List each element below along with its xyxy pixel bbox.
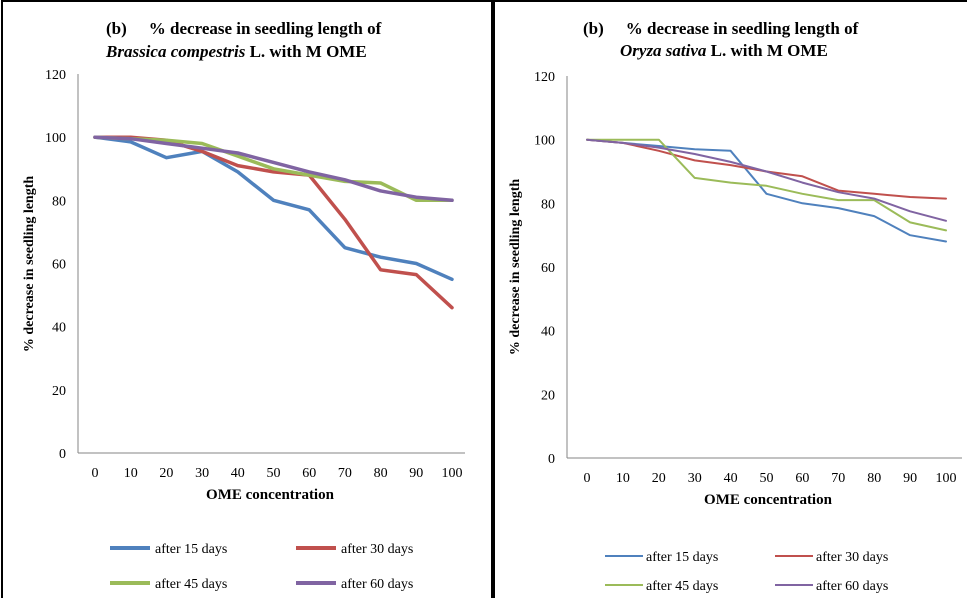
left-y-tick-100: 100 xyxy=(45,131,66,146)
right-y-tick-60: 60 xyxy=(541,261,555,276)
right-x-tick-90: 90 xyxy=(903,471,917,486)
right-x-axis-label: OME concentration xyxy=(704,492,833,508)
right-y-tick-0: 0 xyxy=(548,452,555,467)
left-series-lines xyxy=(93,135,454,310)
right-x-tick-30: 30 xyxy=(688,471,702,486)
right-x-tick-40: 40 xyxy=(724,471,738,486)
left-x-tick-labels: 0 10 20 30 40 50 60 70 80 90 100 xyxy=(92,466,463,481)
right-x-tick-20: 20 xyxy=(652,471,666,486)
right-x-tick-10: 10 xyxy=(616,471,630,486)
left-x-tick-100: 100 xyxy=(442,466,463,481)
left-chart-title-line1: (b)% decrease in seedling length of xyxy=(106,19,382,38)
right-series-line-60 xyxy=(586,138,947,222)
left-series-line-15 xyxy=(93,135,454,282)
left-y-tick-0: 0 xyxy=(59,447,66,462)
left-legend-label-15: after 15 days xyxy=(155,542,227,557)
left-x-tick-90: 90 xyxy=(409,466,423,481)
left-x-tick-10: 10 xyxy=(124,466,138,481)
right-x-tick-50: 50 xyxy=(760,471,774,486)
right-x-tick-100: 100 xyxy=(936,471,957,486)
right-x-tick-60: 60 xyxy=(795,471,809,486)
left-y-tick-20: 20 xyxy=(52,384,66,399)
left-chart: (b)% decrease in seedling length of Bras… xyxy=(22,19,465,592)
left-legend-label-45: after 45 days xyxy=(155,577,227,592)
right-x-tick-70: 70 xyxy=(831,471,845,486)
right-x-tick-labels: 0 10 20 30 40 50 60 70 80 90 100 xyxy=(584,471,957,486)
right-y-tick-20: 20 xyxy=(541,388,555,403)
left-panel-frame xyxy=(1,0,493,598)
left-y-tick-40: 40 xyxy=(52,321,66,336)
right-y-tick-120: 120 xyxy=(534,70,555,85)
right-panel-frame xyxy=(493,0,967,598)
right-x-tick-0: 0 xyxy=(584,471,591,486)
left-x-tick-0: 0 xyxy=(92,466,99,481)
right-chart: (b)% decrease in seedling length of Oryz… xyxy=(508,19,962,594)
left-series-line-60 xyxy=(93,135,454,203)
right-y-tick-100: 100 xyxy=(534,134,555,149)
right-series-line-15 xyxy=(586,138,947,243)
right-legend-label-45: after 45 days xyxy=(646,579,718,594)
right-y-tick-80: 80 xyxy=(541,197,555,212)
right-legend: after 15 days after 30 days after 45 day… xyxy=(605,550,888,594)
right-x-tick-80: 80 xyxy=(867,471,881,486)
left-x-tick-60: 60 xyxy=(302,466,316,481)
right-y-tick-labels: 0 20 40 60 80 100 120 xyxy=(534,70,555,467)
left-legend: after 15 days after 30 days after 45 day… xyxy=(110,542,413,592)
left-y-tick-60: 60 xyxy=(52,258,66,273)
left-y-tick-labels: 0 20 40 60 80 100 120 xyxy=(45,68,66,462)
left-y-axis-label: % decrease in seedling length xyxy=(22,176,37,353)
right-chart-title-line1: (b)% decrease in seedling length of xyxy=(583,19,859,38)
right-chart-title-line2: Oryza sativa L. with M OME xyxy=(620,41,828,60)
right-legend-label-30: after 30 days xyxy=(816,550,888,565)
left-legend-label-60: after 60 days xyxy=(341,577,413,592)
right-series-lines xyxy=(586,138,947,243)
left-x-tick-80: 80 xyxy=(374,466,388,481)
left-x-tick-20: 20 xyxy=(159,466,173,481)
left-y-tick-120: 120 xyxy=(45,68,66,83)
right-series-line-45 xyxy=(586,138,947,232)
left-y-tick-80: 80 xyxy=(52,194,66,209)
left-series-line-45 xyxy=(93,135,454,203)
left-chart-title-line2: Brassica compestris L. with M OME xyxy=(105,42,367,61)
left-x-tick-40: 40 xyxy=(231,466,245,481)
left-x-tick-70: 70 xyxy=(338,466,352,481)
left-x-tick-50: 50 xyxy=(267,466,281,481)
right-y-axis-label: % decrease in seedling length xyxy=(508,179,523,356)
right-legend-label-60: after 60 days xyxy=(816,579,888,594)
right-y-tick-40: 40 xyxy=(541,325,555,340)
left-x-axis-label: OME concentration xyxy=(206,487,335,503)
left-legend-label-30: after 30 days xyxy=(341,542,413,557)
right-legend-label-15: after 15 days xyxy=(646,550,718,565)
left-x-tick-30: 30 xyxy=(195,466,209,481)
